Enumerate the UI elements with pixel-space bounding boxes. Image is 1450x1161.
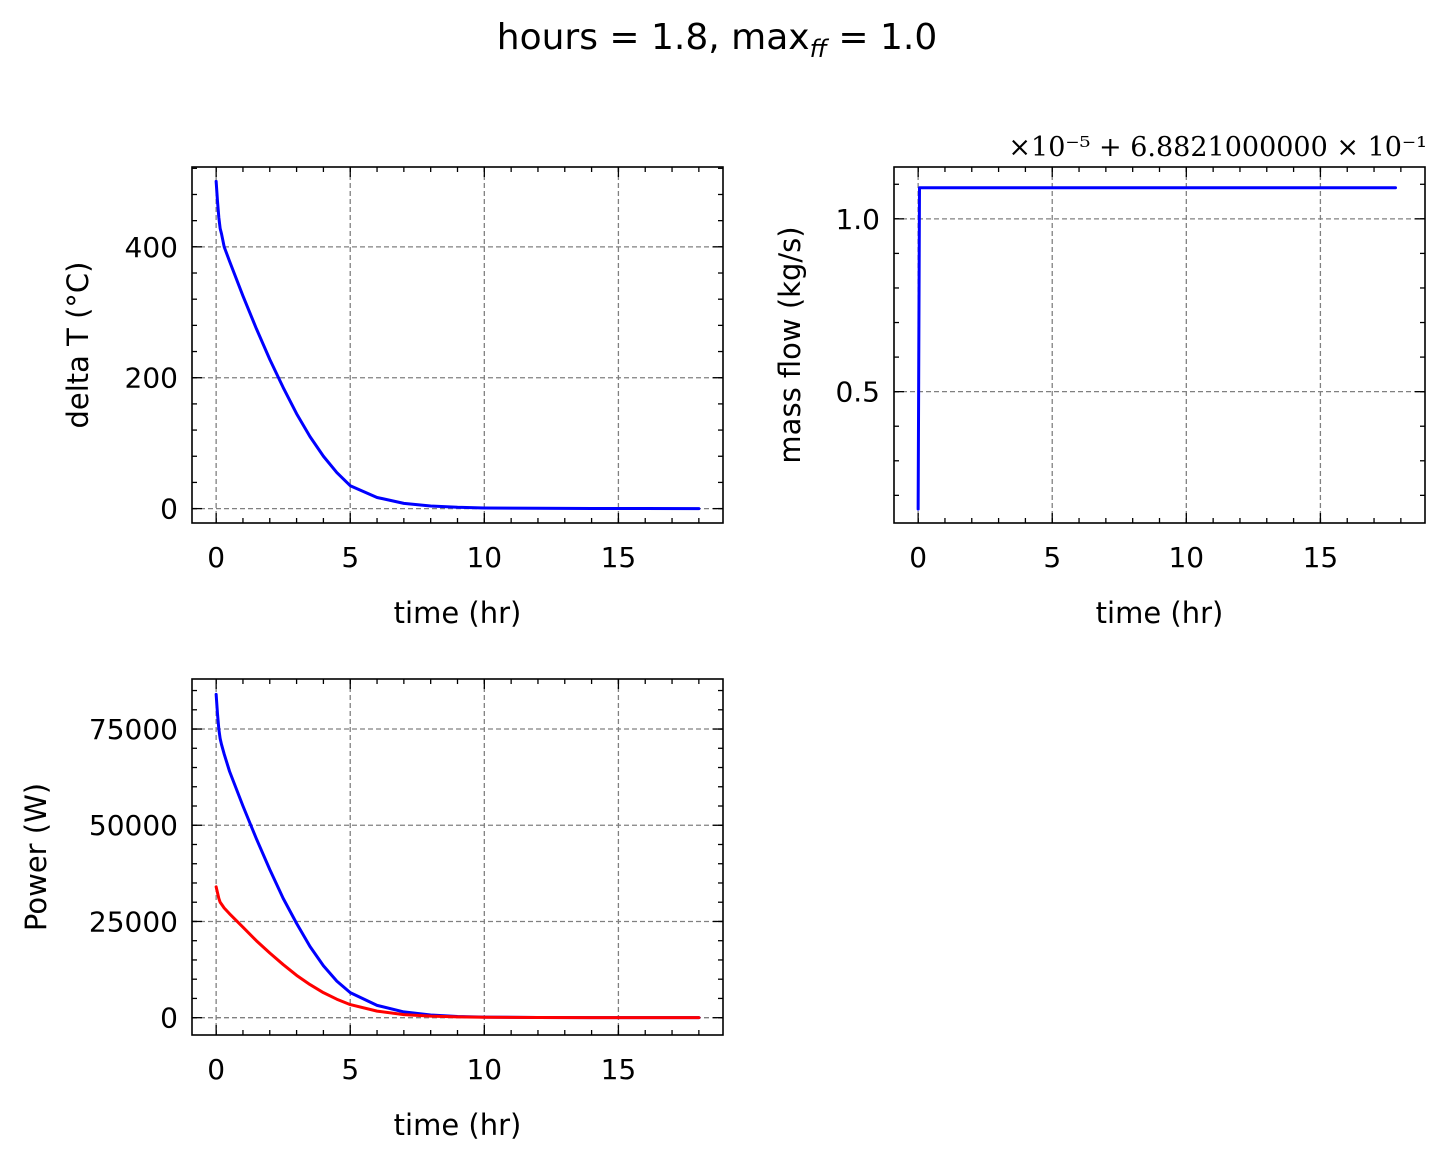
mass-flow-xtick-label-0: 0 <box>909 541 927 574</box>
delta-t-ytick-label-0: 0 <box>160 493 178 526</box>
delta-t-xtick-label-2: 10 <box>466 541 502 574</box>
mass-flow-plot-frame <box>893 166 1426 524</box>
delta-t-plot-frame <box>191 166 724 524</box>
mass-flow-xtick-label-1: 5 <box>1043 541 1061 574</box>
power-xtick-label-2: 10 <box>466 1053 502 1086</box>
figure-title-main: hours = 1.8, max <box>497 17 810 58</box>
delta-t-series-line-0 <box>214 179 701 511</box>
power-ylabel: Power (W) <box>19 783 53 931</box>
delta-t-ytick-label-1: 200 <box>125 362 178 395</box>
delta-t-xlabel: time (hr) <box>394 596 522 630</box>
power-plot-frame <box>191 678 724 1036</box>
power-ytick-label-3: 75000 <box>89 713 178 746</box>
power-xtick-label-1: 5 <box>341 1053 359 1086</box>
delta-t-xtick-label-1: 5 <box>341 541 359 574</box>
power-panel: 0 5 10 15 0 25000 50000 75000 time (hr) Power (W) <box>19 678 724 1142</box>
power-ytick-label-1: 25000 <box>89 905 178 938</box>
power-series-line-1 <box>214 885 701 1020</box>
delta-t-xtick-label-3: 15 <box>601 541 637 574</box>
delta-t-xtick-label-0: 0 <box>207 541 225 574</box>
power-xtick-label-3: 15 <box>601 1053 637 1086</box>
mass-flow-xtick-label-3: 15 <box>1303 541 1339 574</box>
figure-title: hours = 1.8, maxff = 1.0 <box>497 17 937 63</box>
figure-title-subscript: ff <box>810 35 830 63</box>
figure-title-tail: = 1.0 <box>827 17 937 58</box>
mass-flow-series-line-0 <box>916 186 1397 511</box>
power-ytick-label-2: 50000 <box>89 809 178 842</box>
power-xtick-label-0: 0 <box>207 1053 225 1086</box>
delta-t-ytick-label-2: 400 <box>125 231 178 264</box>
mass-flow-ylabel: mass flow (kg/s) <box>773 226 807 463</box>
delta-t-panel: 0 5 10 15 0 200 400 time (hr) delta T (°C) <box>61 166 724 630</box>
mass-flow-xtick-label-2: 10 <box>1168 541 1204 574</box>
power-xlabel: time (hr) <box>394 1108 522 1142</box>
mass-flow-panel: 0 5 10 15 0.5 1.0 time (hr) mass flow (kg/s) ×10… <box>773 132 1427 630</box>
delta-t-ylabel: delta T (°C) <box>61 262 95 429</box>
mass-flow-offset-text: ×10⁻⁵ + 6.8821000000 × 10⁻¹ <box>1008 132 1427 163</box>
mass-flow-xlabel: time (hr) <box>1096 596 1224 630</box>
mass-flow-ytick-label-1: 1.0 <box>835 203 880 236</box>
power-ytick-label-0: 0 <box>160 1002 178 1035</box>
mass-flow-ytick-label-0: 0.5 <box>835 376 880 409</box>
